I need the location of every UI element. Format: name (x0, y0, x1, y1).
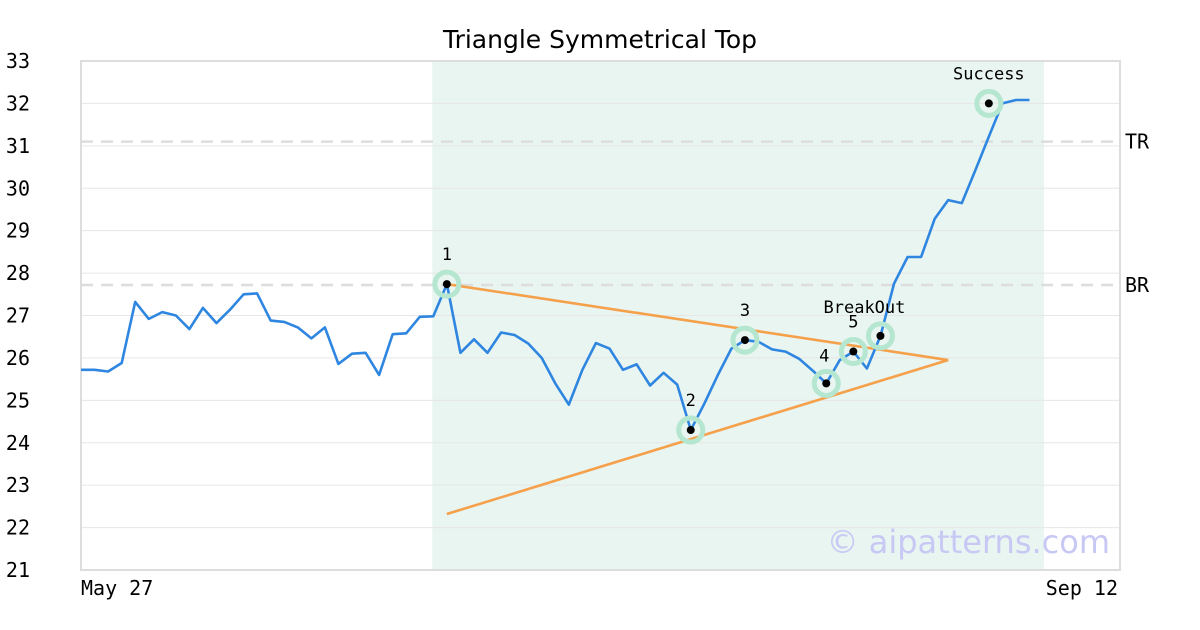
watermark: © aipatterns.com (827, 523, 1110, 561)
x-tick-label-end: Sep 12 (1046, 576, 1118, 600)
annotation-success: Success (953, 64, 1025, 84)
point-marker-halo-4 (811, 368, 841, 398)
reference-label-br: BR (1125, 273, 1150, 297)
annotation-3: 3 (740, 301, 750, 321)
plot-frame (80, 60, 1121, 571)
annotation-1: 1 (442, 245, 452, 265)
annotation-breakout: BreakOut (824, 298, 906, 318)
point-marker-breakout (876, 331, 885, 340)
point-marker-halo-success (974, 88, 1004, 118)
y-tick-label: 33 (6, 49, 30, 73)
point-marker-4 (822, 379, 831, 388)
annotation-5: 5 (848, 313, 858, 333)
y-tick-label: 27 (6, 304, 30, 328)
point-marker-halo-1 (432, 269, 462, 299)
y-tick-label: 30 (6, 176, 30, 200)
point-marker-3 (740, 336, 749, 345)
y-tick-label: 23 (6, 473, 30, 497)
y-tick-label: 26 (6, 346, 30, 370)
annotation-2: 2 (686, 391, 696, 411)
point-marker-halo-breakout (865, 321, 895, 351)
reference-label-tr: TR (1125, 130, 1150, 154)
chart-title: Triangle Symmetrical Top (442, 25, 757, 54)
point-marker-halo-5 (838, 337, 868, 367)
price-series-line (81, 98, 1030, 432)
y-tick-label: 28 (6, 261, 30, 285)
y-tick-label: 25 (6, 388, 30, 412)
y-tick-label: 29 (6, 219, 30, 243)
y-tick-label: 31 (6, 134, 30, 158)
point-marker-5 (849, 347, 858, 356)
y-tick-label: 22 (6, 516, 30, 540)
y-tick-label: 32 (6, 91, 30, 115)
x-tick-label-start: May 27 (81, 576, 153, 600)
point-marker-2 (686, 426, 695, 435)
point-marker-halo-2 (676, 415, 706, 445)
point-marker-halo-3 (730, 325, 760, 355)
point-marker-1 (442, 280, 451, 289)
y-tick-label: 24 (6, 431, 30, 455)
y-tick-label: 21 (6, 558, 30, 582)
annotation-4: 4 (819, 346, 829, 366)
point-marker-success (984, 99, 993, 108)
